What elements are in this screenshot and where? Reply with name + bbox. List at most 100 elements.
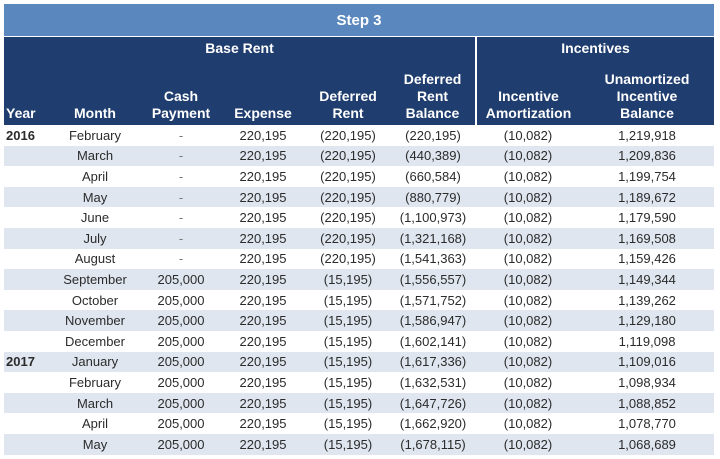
column-header-year: Year	[4, 59, 48, 125]
unamortized-balance-cell: 1,199,754	[618, 168, 676, 184]
deferred-rent-cell: (15,195)	[323, 292, 373, 308]
column-header-cash-line1: Cash	[163, 88, 199, 104]
deferred-rent-balance-cell: (1,541,363)	[399, 251, 467, 267]
month-cell: January	[48, 351, 142, 373]
unamortized-balance-cell: 1,159,426	[618, 251, 676, 267]
month-cell: March	[48, 145, 142, 167]
table-row: 2016 February - 220,195 (220,195) (220,195) (1…	[4, 125, 714, 146]
incentive-amortization-cell: (10,082)	[503, 168, 553, 184]
deferred-rent-cell: (15,195)	[306, 269, 390, 290]
unamortized-balance-cell: 1,169,508	[580, 227, 715, 249]
cash-payment-cell: 205,000	[142, 310, 220, 331]
column-header-cash-payment: Cash Payment	[142, 59, 220, 125]
unamortized-balance-cell: 1,129,180	[580, 310, 715, 331]
incentive-amortization-cell: (10,082)	[503, 374, 553, 390]
expense-cell: 220,195	[239, 210, 287, 226]
column-header-amort-line2: Amortization	[485, 105, 572, 121]
table-row: February 205,000 220,195 (15,195) (1,632,531…	[4, 372, 714, 393]
year-cell	[4, 413, 48, 434]
month-cell: March	[48, 392, 142, 414]
cash-payment-cell: 205,000	[142, 392, 220, 414]
month-cell: August	[74, 251, 116, 267]
table-row: December 205,000 220,195 (15,195) (1,602,141…	[4, 331, 714, 352]
rent-schedule: Step 3 Base Rent Incentives Year Month C…	[4, 4, 715, 455]
table-row: November 205,000 220,195 (15,195) (1,586,947…	[4, 310, 715, 331]
deferred-rent-cell: (15,195)	[306, 351, 390, 373]
table-row: September 205,000 220,195 (15,195) (1,556,55…	[4, 269, 715, 290]
expense-cell: 220,195	[220, 269, 306, 290]
expense-cell: 220,195	[220, 310, 306, 331]
table-row: May 205,000 220,195 (15,195) (1,678,115) (10,…	[4, 433, 715, 455]
column-header-unam-line2: Incentive	[616, 88, 678, 104]
deferred-rent-balance-cell: (880,779)	[390, 186, 476, 208]
year-cell	[4, 392, 48, 414]
table-row: June - 220,195 (220,195) (1,100,973) (10,082)…	[4, 207, 714, 228]
expense-cell: 220,195	[239, 292, 287, 308]
unamortized-balance-cell: 1,209,836	[580, 145, 715, 167]
table-body: 2016 February -220,195 (220,195) (220,195) (1…	[4, 125, 715, 455]
column-header-deferred-line1: Deferred	[319, 88, 377, 104]
year-cell	[4, 290, 48, 311]
table-row: 2017 January 205,000 220,195 (15,195) (1,617,…	[4, 351, 715, 373]
unamortized-balance-cell: 1,219,918	[618, 127, 676, 143]
column-header-unam-line1: Unamortized	[604, 71, 690, 87]
cash-payment-cell: -	[178, 251, 184, 267]
deferred-rent-balance-cell: (1,662,920)	[399, 416, 467, 432]
column-header-deferred-rent: Deferred Rent	[306, 59, 390, 125]
column-header-deferred-line2: Rent	[332, 105, 364, 121]
deferred-rent-cell: (15,195)	[306, 310, 390, 331]
year-cell	[4, 331, 48, 352]
unamortized-balance-cell: 1,179,590	[618, 210, 676, 226]
month-cell: April	[81, 416, 108, 432]
column-header-deferred-rent-balance: Deferred Rent Balance	[390, 59, 476, 125]
cash-payment-cell: 205,000	[157, 333, 205, 349]
deferred-rent-balance-cell: (1,321,168)	[390, 227, 476, 249]
cash-payment-cell: 205,000	[142, 351, 220, 373]
expense-cell: 220,195	[239, 333, 287, 349]
column-header-month: Month	[48, 59, 142, 125]
deferred-rent-balance-cell: (1,571,752)	[399, 292, 467, 308]
month-cell: June	[80, 210, 110, 226]
table-row: October 205,000 220,195 (15,195) (1,571,752)…	[4, 290, 714, 311]
column-header-expense: Expense	[220, 59, 306, 125]
year-cell	[4, 186, 48, 208]
incentive-amortization-cell: (10,082)	[503, 127, 553, 143]
cash-payment-cell: 205,000	[142, 269, 220, 290]
expense-cell: 220,195	[220, 351, 306, 373]
cash-payment-cell: 205,000	[157, 292, 205, 308]
column-header-amort-line1: Incentive	[498, 88, 559, 104]
group-header-incentives: Incentives	[474, 36, 715, 59]
month-cell: February	[68, 127, 122, 143]
cash-payment-cell: -	[142, 227, 220, 249]
table-row: July -220,195 (220,195) (1,321,168) (10,082)…	[4, 227, 715, 249]
year-cell	[4, 166, 48, 187]
incentive-amortization-cell: (10,082)	[476, 186, 580, 208]
deferred-rent-balance-cell: (1,602,141)	[399, 333, 467, 349]
deferred-rent-cell: (15,195)	[323, 333, 373, 349]
incentive-amortization-cell: (10,082)	[503, 210, 553, 226]
rent-schedule-table: Step 3 Base Rent Incentives Year Month C…	[4, 4, 715, 455]
incentive-amortization-cell: (10,082)	[476, 392, 580, 414]
incentive-amortization-cell: (10,082)	[476, 145, 580, 167]
year-cell	[4, 433, 48, 455]
deferred-rent-cell: (220,195)	[320, 127, 376, 143]
month-cell: October	[71, 292, 119, 308]
month-cell: April	[81, 168, 108, 184]
deferred-rent-cell: (220,195)	[306, 227, 390, 249]
table-row: August - 220,195 (220,195) (1,541,363) (10,08…	[4, 249, 714, 270]
expense-cell: 220,195	[220, 145, 306, 167]
deferred-rent-cell: (15,195)	[323, 416, 373, 432]
deferred-rent-balance-cell: (1,678,115)	[390, 433, 476, 455]
group-header-base-rent: Base Rent	[4, 36, 476, 59]
year-cell	[4, 249, 48, 270]
deferred-rent-cell: (15,195)	[306, 433, 390, 455]
deferred-rent-balance-cell: (1,100,973)	[399, 210, 467, 226]
year-cell	[4, 227, 48, 249]
incentive-amortization-cell: (10,082)	[476, 433, 580, 455]
expense-cell: 220,195	[220, 186, 306, 208]
incentive-amortization-cell: (10,082)	[476, 269, 580, 290]
year-cell	[4, 310, 48, 331]
incentive-amortization-cell: (10,082)	[503, 292, 553, 308]
unamortized-balance-cell: 1,149,344	[580, 269, 715, 290]
expense-cell: 220,195	[220, 433, 306, 455]
